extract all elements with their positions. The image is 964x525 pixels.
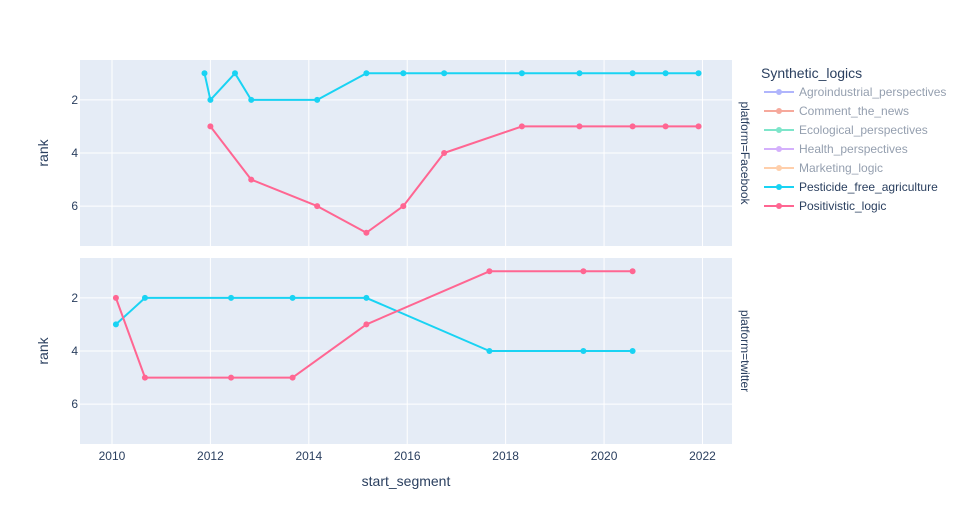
x-tick-label: 2012 bbox=[197, 449, 224, 463]
data-point bbox=[486, 348, 493, 354]
series-Pesticide_free_agriculture bbox=[201, 70, 702, 103]
data-point bbox=[629, 70, 636, 77]
series-Pesticide_free_agriculture bbox=[112, 294, 636, 354]
data-point bbox=[400, 70, 407, 77]
data-point bbox=[441, 150, 448, 156]
series-Positivistic_logic bbox=[207, 123, 702, 236]
y-tick-label: 2 bbox=[71, 291, 78, 305]
y-tick-label: 2 bbox=[71, 93, 78, 107]
legend-swatch-marker bbox=[776, 127, 782, 133]
data-point bbox=[662, 70, 669, 77]
data-point bbox=[662, 123, 669, 130]
data-point bbox=[141, 294, 148, 301]
data-point bbox=[695, 123, 702, 130]
legend-item[interactable]: Ecological_perspectives bbox=[764, 123, 928, 137]
series-line bbox=[115, 296, 633, 352]
facet-panel: 2 4 6 rank platform=Facebook bbox=[35, 60, 752, 246]
legend-label: Positivistic_logic bbox=[799, 199, 886, 213]
y-tick-label: 4 bbox=[71, 146, 78, 160]
legend-swatch-marker bbox=[776, 89, 782, 95]
legend-title: Synthetic_logics bbox=[761, 65, 862, 81]
legend-item[interactable]: Pesticide_free_agriculture bbox=[764, 180, 938, 194]
data-point bbox=[363, 294, 370, 301]
data-point bbox=[289, 374, 296, 381]
legend-swatch-marker bbox=[776, 146, 782, 152]
legend-label: Health_perspectives bbox=[799, 142, 908, 156]
legend-swatch-marker bbox=[776, 203, 782, 209]
legend-label: Agroindustrial_perspectives bbox=[799, 85, 946, 99]
x-tick-label: 2018 bbox=[492, 449, 519, 463]
data-point bbox=[695, 70, 702, 77]
y-tick-label: 6 bbox=[71, 199, 78, 213]
data-point bbox=[363, 229, 370, 236]
legend-item[interactable]: Positivistic_logic bbox=[764, 199, 886, 213]
x-tick-label: 2022 bbox=[689, 449, 716, 463]
data-point bbox=[228, 374, 235, 381]
legend-item[interactable]: Health_perspectives bbox=[764, 142, 908, 156]
x-tick-label: 2020 bbox=[591, 449, 618, 463]
y-tick-label: 6 bbox=[71, 397, 78, 411]
data-point bbox=[576, 123, 583, 130]
x-tick-label: 2014 bbox=[295, 449, 322, 463]
x-tick-label: 2010 bbox=[99, 449, 126, 463]
data-point bbox=[289, 294, 296, 301]
data-point bbox=[576, 70, 583, 77]
legend-item[interactable]: Comment_the_news bbox=[764, 104, 909, 118]
facets-layer: 2 4 6 rank platform=Facebook 2 4 6 rank platform=… bbox=[35, 60, 752, 463]
legend: Synthetic_logics Agroindustrial_perspect… bbox=[761, 65, 946, 213]
data-point bbox=[207, 123, 214, 130]
legend-label: Pesticide_free_agriculture bbox=[799, 180, 938, 194]
legend-item[interactable]: Agroindustrial_perspectives bbox=[764, 85, 946, 99]
data-point bbox=[112, 294, 119, 301]
data-point bbox=[580, 268, 587, 275]
data-point bbox=[228, 294, 235, 301]
y-axis-title: rank bbox=[35, 138, 51, 166]
legend-label: Ecological_perspectives bbox=[799, 123, 928, 137]
facet-panel: 2 4 6 rank platform=twitter bbox=[35, 258, 752, 444]
legend-label: Marketing_logic bbox=[799, 161, 883, 175]
data-point bbox=[314, 203, 321, 210]
facet-label: platform=twitter bbox=[738, 310, 752, 392]
data-point bbox=[629, 123, 636, 130]
data-point bbox=[232, 70, 239, 77]
legend-swatch-marker bbox=[776, 184, 782, 190]
y-axis-title: rank bbox=[35, 336, 51, 364]
x-axis-title: start_segment bbox=[362, 473, 451, 489]
data-point bbox=[400, 203, 407, 210]
data-point bbox=[629, 348, 636, 354]
data-point bbox=[141, 374, 148, 381]
y-tick-label: 4 bbox=[71, 344, 78, 358]
data-point bbox=[486, 268, 493, 275]
data-point bbox=[201, 70, 208, 77]
data-point bbox=[248, 176, 255, 183]
data-point bbox=[518, 123, 525, 130]
data-point bbox=[314, 96, 321, 103]
facet-label: platform=Facebook bbox=[738, 101, 752, 205]
data-point bbox=[112, 321, 119, 328]
legend-swatch-marker bbox=[776, 165, 782, 171]
data-point bbox=[441, 70, 448, 77]
legend-swatch-marker bbox=[776, 108, 782, 114]
data-point bbox=[363, 70, 370, 77]
legend-item[interactable]: Marketing_logic bbox=[764, 161, 883, 175]
data-point bbox=[363, 321, 370, 328]
series-Positivistic_logic bbox=[112, 268, 636, 381]
data-point bbox=[248, 96, 255, 103]
data-point bbox=[518, 70, 525, 77]
data-point bbox=[580, 348, 587, 354]
legend-label: Comment_the_news bbox=[799, 104, 909, 118]
x-tick-label: 2016 bbox=[394, 449, 421, 463]
series-line bbox=[114, 270, 633, 379]
data-point bbox=[629, 268, 636, 275]
data-point bbox=[207, 96, 214, 103]
